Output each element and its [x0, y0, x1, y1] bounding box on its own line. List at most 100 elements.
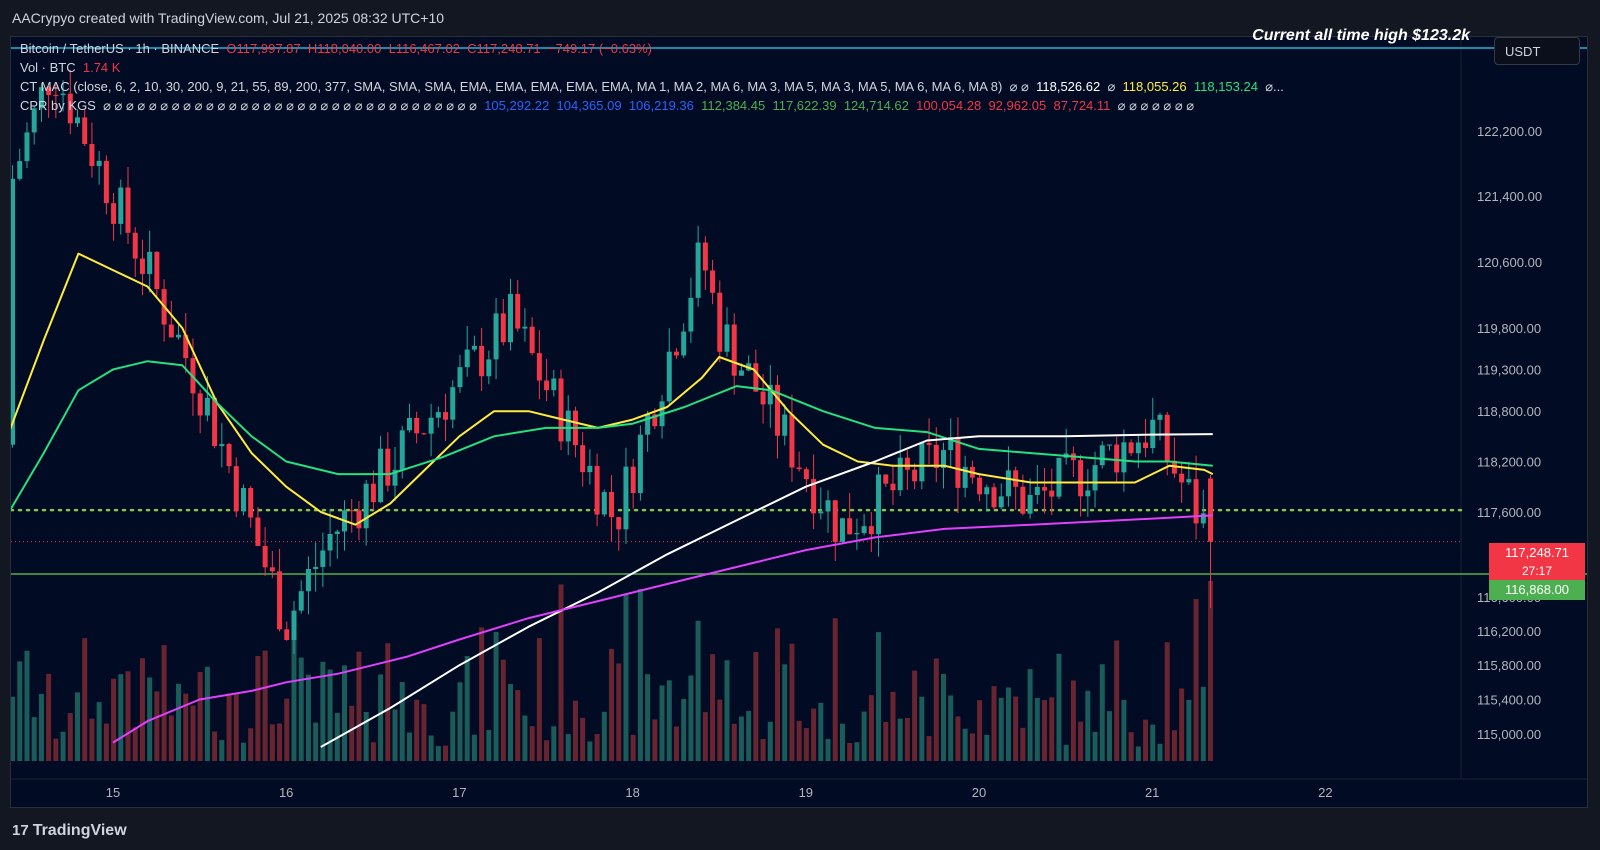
volume-bar [176, 683, 182, 761]
candle-body [327, 533, 333, 551]
candle-body [1179, 473, 1185, 483]
candle-body [118, 187, 124, 224]
volume-bar [673, 726, 679, 761]
currency-selector[interactable]: USDT [1494, 37, 1580, 65]
candle-body [414, 417, 420, 434]
candle-body [493, 313, 499, 360]
candle-body [536, 353, 542, 381]
candle-body [1106, 444, 1112, 446]
volume-bar [1020, 727, 1026, 761]
tradingview-logo[interactable]: 17 TradingView [12, 822, 127, 840]
volume-bar [645, 674, 651, 761]
volume-bar [1186, 699, 1192, 761]
volume-bar [74, 692, 80, 761]
legend-cpr-tail: ⌀ ⌀ ⌀ ⌀ ⌀ ⌀ ⌀ [1117, 98, 1195, 113]
volume-bar [24, 650, 30, 761]
candle-body [277, 571, 283, 630]
candle-body [717, 292, 723, 352]
candle-body [933, 444, 939, 469]
price-chart[interactable]: 122,200.00 121,400.00 120,600.00 119,800.00… [11, 37, 1587, 807]
volume-bar [1106, 711, 1112, 761]
candle-body [464, 349, 470, 368]
candle-body [269, 567, 275, 572]
volume-bar [60, 731, 66, 761]
volume-bar [1208, 581, 1214, 761]
volume-bar [421, 704, 427, 761]
support-price-tag: 116,868.00 [1489, 580, 1585, 600]
candle-body [1042, 487, 1048, 491]
volume-bar [298, 657, 304, 761]
volume-bar [969, 733, 975, 761]
volume-bar [652, 719, 658, 761]
volume-bar [876, 632, 882, 761]
candle-body [782, 414, 788, 436]
volume-bar [1150, 724, 1156, 761]
candle-body [789, 414, 795, 468]
tradingview-logo-icon: 17 [12, 822, 29, 839]
candle-body [919, 443, 925, 482]
volume-bar [226, 693, 232, 761]
chart-pane[interactable]: 122,200.00 121,400.00 120,600.00 119,800.00… [10, 36, 1588, 808]
candle-body [587, 465, 593, 473]
y-tick-label: 119,800.00 [1477, 321, 1541, 336]
moving-average-ema-mid [11, 360, 1213, 511]
x-tick-label: 20 [972, 785, 986, 800]
volume-bar [731, 723, 737, 761]
volume-bar [616, 663, 622, 761]
candle-body [24, 132, 30, 162]
candle-body [320, 550, 326, 567]
x-tick-label: 21 [1145, 785, 1159, 800]
volume-bar [277, 723, 283, 761]
volume-bar [507, 683, 513, 761]
candle-body [1020, 486, 1026, 514]
volume-bar [818, 702, 824, 761]
volume-bar [594, 734, 600, 761]
volume-bar [82, 638, 88, 761]
candle-body [406, 417, 412, 431]
volume-bar [529, 726, 535, 761]
legend-volume-value: 1.74 K [82, 60, 121, 75]
volume-bar [955, 716, 961, 761]
volume-bar [1114, 640, 1120, 761]
candle-body [103, 160, 109, 204]
volume-bar [31, 717, 37, 761]
candle-body [60, 93, 66, 96]
candle-body [558, 378, 564, 442]
candle-body [125, 187, 131, 233]
candle-body [313, 566, 319, 570]
y-tick-label: 119,300.00 [1477, 362, 1541, 377]
volume-bar [428, 735, 434, 761]
candle-body [948, 437, 954, 451]
volume-bar [940, 673, 946, 761]
volume-bar [53, 738, 59, 761]
candle-body [183, 334, 189, 359]
volume-bar [204, 666, 210, 761]
volume-bar [284, 698, 290, 761]
candle-body [1099, 445, 1105, 466]
candle-body [940, 450, 946, 469]
candle-body [926, 443, 932, 445]
volume-bar [544, 740, 550, 761]
volume-bar [702, 712, 708, 761]
legend-mac-value-1: 118,526.62 [1036, 79, 1101, 94]
candle-body [1143, 442, 1149, 449]
volume-bar [1193, 599, 1199, 761]
candle-body [803, 469, 809, 480]
volume-bar [775, 628, 781, 761]
candle-body [74, 117, 80, 124]
volume-bar [948, 695, 954, 761]
y-tick-label: 120,600.00 [1477, 255, 1542, 270]
volume-bar [450, 711, 456, 761]
legend-cpr-green-3: 124,714.62 [843, 98, 909, 113]
volume-bar [760, 738, 766, 761]
candle-body [219, 444, 225, 447]
candle-body [897, 457, 903, 491]
volume-bar [688, 675, 694, 761]
volume-bar [933, 658, 939, 761]
moving-average-ma-long [320, 433, 1213, 748]
candle-body [955, 437, 961, 488]
candle-body [753, 363, 759, 392]
legend-mac-tail: ⌀... [1265, 79, 1284, 94]
volume-bar [17, 661, 23, 761]
candle-body [197, 393, 203, 416]
